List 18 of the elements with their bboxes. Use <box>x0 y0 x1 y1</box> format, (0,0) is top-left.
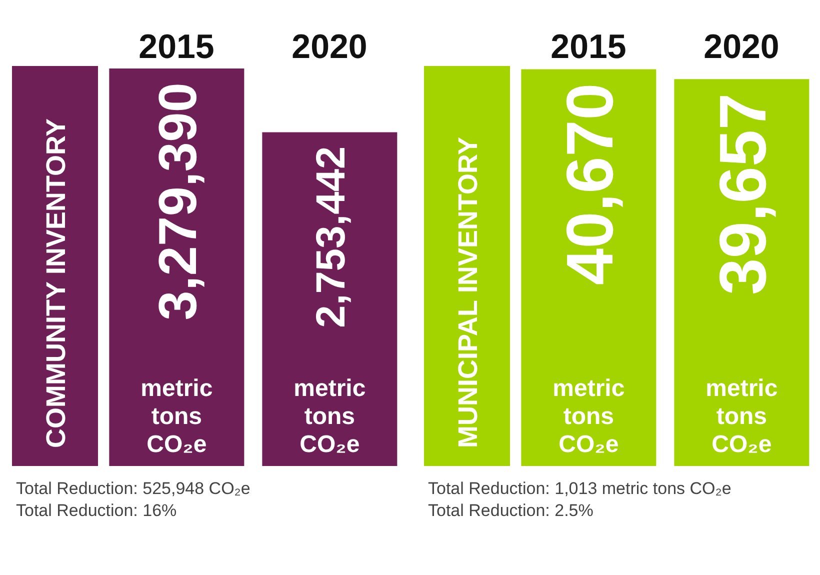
annotation: metric tons CO₂e <box>706 375 778 458</box>
text: Total Reduction: 16% <box>16 500 178 522</box>
x-tick-label: 2020 <box>292 28 368 66</box>
text: Total Reduction: 525,948 CO₂e <box>16 478 252 500</box>
text: Total Reduction: 1,013 metric tons CO₂e <box>428 478 732 500</box>
text: Total Reduction: 2.5% <box>428 500 594 522</box>
x-tick-label: 2015 <box>550 28 626 66</box>
data-label: 40,670 <box>552 83 626 286</box>
annotation: metric tons CO₂e <box>552 375 625 458</box>
data-label: 3,279,390 <box>148 82 208 320</box>
text: MUNICIPAL INVENTORY <box>453 136 483 448</box>
x-tick-label: 2020 <box>704 28 780 66</box>
annotation: metric tons CO₂e <box>294 375 366 458</box>
data-label: 39,657 <box>705 93 780 295</box>
annotation: metric tons CO₂e <box>140 375 213 458</box>
text: COMMUNITY INVENTORY <box>41 118 71 448</box>
x-tick-label: 2015 <box>138 28 214 66</box>
data-label: 2,753,442 <box>307 146 354 328</box>
